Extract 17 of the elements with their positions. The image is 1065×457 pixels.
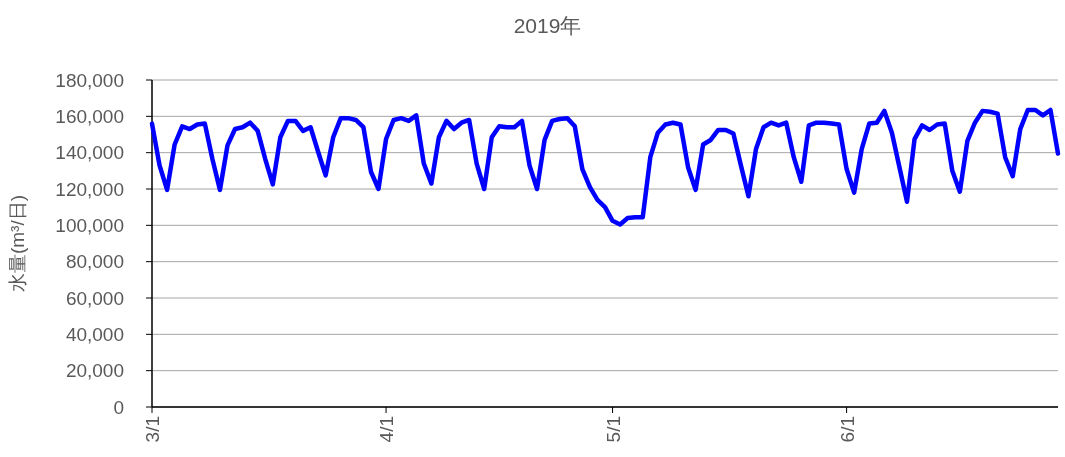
x-tick-label: 5/1	[602, 416, 624, 443]
x-tick-label: 6/1	[836, 416, 858, 443]
y-tick-label: 40,000	[65, 323, 124, 345]
y-tick-label: 140,000	[55, 142, 124, 164]
line-series	[149, 107, 1061, 227]
y-axis-title: 水量(m³/日)	[7, 194, 28, 293]
y-tick-label: 80,000	[65, 251, 124, 273]
y-tick-label: 0	[113, 396, 124, 418]
y-tick-label: 180,000	[55, 69, 124, 91]
x-tick-label: 3/1	[142, 416, 163, 443]
y-tick-label: 60,000	[65, 287, 124, 309]
x-tick-label: 4/1	[376, 416, 398, 443]
y-tick-label: 100,000	[55, 214, 124, 236]
y-tick-label: 120,000	[55, 178, 124, 200]
y-tick-label: 160,000	[55, 105, 124, 127]
chart-title: 2019年	[513, 14, 582, 37]
y-tick-label: 20,000	[65, 360, 124, 382]
